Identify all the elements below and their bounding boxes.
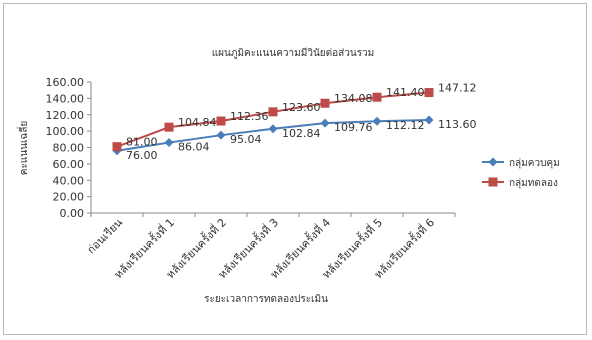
data-point-diamond <box>372 116 382 126</box>
data-point-diamond <box>216 130 226 140</box>
y-tick-label: 160.00 <box>46 76 85 89</box>
data-label: 86.04 <box>178 141 210 154</box>
x-axis-title: ระยะเวลาการทดลองประเมิน <box>204 294 328 305</box>
data-label: 147.12 <box>438 82 477 95</box>
y-tick-label: 60.00 <box>53 158 85 171</box>
data-label: 113.60 <box>438 118 477 131</box>
data-label: 123.60 <box>282 101 321 114</box>
data-point-square <box>268 107 278 117</box>
data-label: 76.00 <box>126 149 158 162</box>
data-label: 141.40 <box>386 86 425 99</box>
legend-label: กลุ่มทดลอง <box>509 178 558 189</box>
data-label: 81.00 <box>126 136 158 149</box>
legend-item: กลุ่มควบคุม <box>482 157 560 169</box>
data-point-diamond <box>424 115 434 125</box>
y-tick-label: 0.00 <box>60 207 85 220</box>
data-point-diamond <box>164 138 174 148</box>
data-label: 104.84 <box>178 116 217 129</box>
data-point-square <box>216 116 226 126</box>
data-label: 95.04 <box>230 133 262 146</box>
data-point-square <box>320 98 330 108</box>
legend: กลุ่มควบคุมกลุ่มทดลอง <box>482 157 560 189</box>
y-tick-label: 140.00 <box>46 92 85 105</box>
chart-frame: แผนภูมิคะแนนความมีวินัยต่อส่วนรวม 0.00 20… <box>3 3 587 335</box>
data-label: 134.08 <box>334 92 373 105</box>
y-tick-label: 120.00 <box>46 109 85 122</box>
y-tick-label: 100.00 <box>46 125 85 138</box>
data-point-square <box>164 122 174 132</box>
y-tick-label: 40.00 <box>53 174 85 187</box>
y-tick-label: 80.00 <box>53 142 85 155</box>
data-label: 112.36 <box>230 110 269 123</box>
series-line <box>116 91 430 148</box>
plot-lines <box>112 88 434 156</box>
series <box>112 88 434 152</box>
data-point-diamond <box>320 118 330 128</box>
x-tick-label: ก่อนเรียน <box>85 216 126 257</box>
y-tick-label: 20.00 <box>53 191 85 204</box>
y-axis-title: คะแนนเฉลี่ย <box>16 121 30 175</box>
data-label: 109.76 <box>334 121 373 134</box>
legend-item: กลุ่มทดลอง <box>482 177 558 189</box>
chart-title: แผนภูมิคะแนนความมีวินัยต่อส่วนรวม <box>212 47 375 59</box>
data-point-square <box>372 92 382 102</box>
data-labels: 76.00 86.04 95.04 102.84 109.76 112.12 113.60 8… <box>126 82 477 162</box>
legend-label: กลุ่มควบคุม <box>509 158 560 169</box>
line-chart: แผนภูมิคะแนนความมีวินัยต่อส่วนรวม 0.00 20… <box>16 47 560 305</box>
data-point-square <box>424 88 434 98</box>
data-point-square <box>112 142 122 152</box>
data-label: 112.12 <box>386 119 425 132</box>
y-axis: 0.00 20.00 40.00 60.00 80.00 100.00 120.00 140.… <box>46 76 92 220</box>
data-label: 102.84 <box>282 127 321 140</box>
data-point-diamond <box>488 157 498 167</box>
data-point-diamond <box>268 124 278 134</box>
data-point-square <box>488 177 498 187</box>
